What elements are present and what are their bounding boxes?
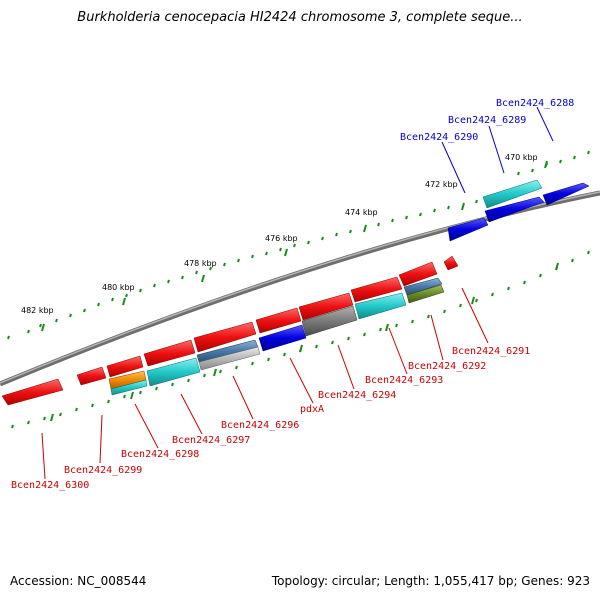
gene-label-6293[interactable]: Bcen2424_6293 [365,375,443,386]
gene-label-6291[interactable]: Bcen2424_6291 [452,346,530,357]
accession-label: Accession: NC_008544 [10,574,147,588]
scale-label: 482 kbp [21,306,54,315]
gene-arrow-6298-domain-b[interactable] [110,379,148,396]
inner-scale-ticks [11,250,590,429]
reverse-gene-labels: Bcen2424_6291 Bcen2424_6292 Bcen2424_629… [11,346,530,491]
gene-arrow-6294-domain[interactable] [301,305,358,337]
scale-label: 474 kbp [345,208,378,217]
gene-arrow-6294[interactable] [298,292,354,321]
forward-callouts [441,106,554,194]
gene-label-pdxA[interactable]: pdxA [300,404,324,415]
gene-label-6297[interactable]: Bcen2424_6297 [172,435,250,446]
gene-arrow-6298[interactable] [106,355,144,378]
gene-arrow-pdxA-domain[interactable] [258,324,307,352]
gene-arrow-6300[interactable] [1,378,64,406]
gene-arrow-6288[interactable] [542,182,590,206]
gene-label-6294[interactable]: Bcen2424_6294 [318,390,396,401]
scale-label: 470 kbp [505,153,538,162]
scale-label: 472 kbp [425,180,458,189]
gene-label-6292[interactable]: Bcen2424_6292 [408,361,486,372]
inner-major-ticks [50,262,559,422]
gene-label-6300[interactable]: Bcen2424_6300 [11,480,89,491]
outer-scale-ticks [7,150,590,340]
gene-arrow-6291[interactable] [443,255,459,271]
gene-arrow-6293[interactable] [350,276,403,303]
gene-arrow-6290-domain[interactable] [482,179,543,209]
scale-labels: 470 kbp 472 kbp 474 kbp 476 kbp 478 kbp … [21,153,538,315]
scale-label: 480 kbp [102,283,135,292]
gene-label-6290[interactable]: Bcen2424_6290 [400,132,478,143]
gene-arrow-6292[interactable] [398,261,438,287]
gene-label-6298[interactable]: Bcen2424_6298 [121,449,199,460]
topology-summary: Topology: circular; Length: 1,055,417 bp… [271,574,590,588]
gene-arrow-6292-domain-a[interactable] [403,277,443,296]
gene-arrow-6296[interactable] [193,321,257,353]
scale-label: 478 kbp [184,259,217,268]
map-title: Burkholderia cenocepacia HI2424 chromoso… [77,10,523,25]
gene-label-6299[interactable]: Bcen2424_6299 [64,465,142,476]
gene-arrow-6297[interactable] [143,339,196,367]
gene-arrow-6290[interactable] [447,217,489,242]
forward-genes [447,179,590,242]
gene-arrow-6297-domain[interactable] [146,357,201,387]
gene-arrow-6289[interactable] [484,196,545,223]
scale-label: 476 kbp [265,234,298,243]
gene-arrow-pdxA[interactable] [255,307,302,334]
gene-arrow-6292-domain-b[interactable] [406,284,445,304]
forward-gene-labels: Bcen2424_6288 Bcen2424_6289 Bcen2424_629… [400,98,574,143]
gene-arrow-6296-domain-b[interactable] [198,346,261,371]
outer-major-ticks [41,160,548,332]
reverse-callouts [41,287,489,480]
gene-label-6288[interactable]: Bcen2424_6288 [496,98,574,109]
gene-label-6289[interactable]: Bcen2424_6289 [448,115,526,126]
gene-arrow-6299[interactable] [76,366,107,386]
gene-label-6296[interactable]: Bcen2424_6296 [221,420,299,431]
gene-arrow-6293-domain[interactable] [354,292,407,320]
reverse-genes [1,255,459,406]
